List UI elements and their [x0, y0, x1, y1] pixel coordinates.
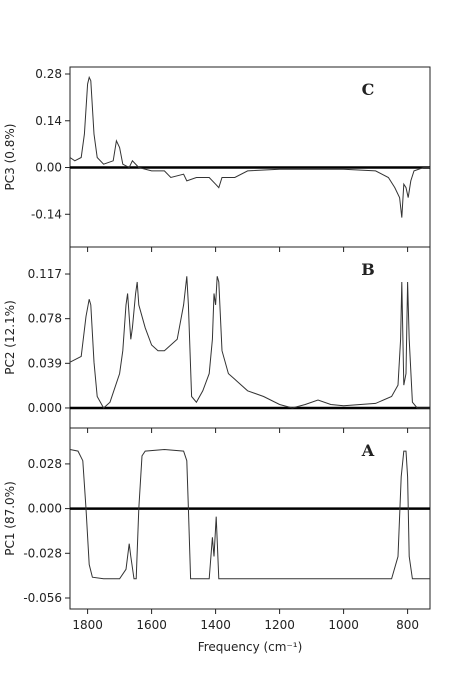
y-axis-label: PC1 (87.0%): [3, 481, 17, 556]
y-tick-label: -0.14: [31, 207, 62, 221]
y-axis-label: PC3 (0.8%): [3, 124, 17, 191]
y-tick-label: 0.117: [28, 267, 62, 281]
y-tick-label: 0.039: [28, 356, 62, 370]
x-axis-label: Frequency (cm⁻¹): [198, 640, 303, 654]
x-tick-label: 1000: [328, 618, 359, 632]
spectrum-line: [69, 75, 430, 218]
y-tick-label: 0.00: [35, 161, 62, 175]
y-tick-label: -0.028: [23, 546, 62, 560]
x-tick-label: 1400: [200, 618, 231, 632]
panel-label: C: [362, 80, 375, 99]
x-tick-label: 1800: [72, 618, 103, 632]
y-tick-label: 0.078: [28, 312, 62, 326]
y-axis-label: PC2 (12.1%): [3, 300, 17, 375]
x-tick-label: 1600: [136, 618, 167, 632]
panel-label: A: [361, 441, 375, 460]
y-tick-label: -0.056: [23, 591, 62, 605]
panel-frame: [69, 427, 431, 610]
panel-frame: [69, 66, 431, 248]
y-tick-label: 0.028: [28, 457, 62, 471]
y-tick-label: 0.14: [35, 114, 62, 128]
spectrum-line: [69, 276, 430, 409]
y-tick-label: 0.000: [28, 502, 62, 516]
x-tick-label: 1200: [264, 618, 295, 632]
panel-label: B: [361, 260, 375, 279]
y-tick-label: 0.000: [28, 401, 62, 415]
x-tick-label: 800: [396, 618, 419, 632]
spectrum-line: [69, 448, 430, 580]
y-tick-label: 0.28: [35, 67, 62, 81]
